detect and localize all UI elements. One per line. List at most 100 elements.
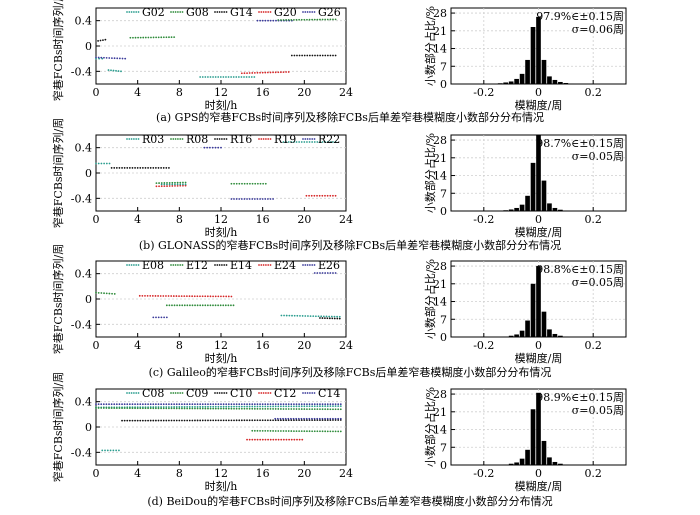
legend-item-c09: C09 xyxy=(170,387,208,400)
histogram-bar xyxy=(530,27,536,84)
data-point xyxy=(277,408,280,410)
data-point xyxy=(105,56,108,59)
x-tick-label: 24 xyxy=(339,467,353,480)
data-point xyxy=(100,292,103,294)
data-point xyxy=(334,272,337,274)
legend-marker xyxy=(214,138,216,140)
data-point xyxy=(316,18,319,21)
data-point xyxy=(333,315,336,318)
y-tick-label: 0 xyxy=(440,78,447,91)
data-point xyxy=(160,183,163,186)
data-point xyxy=(155,36,158,39)
histogram-bar xyxy=(530,162,536,211)
x-axis-label: 时刻/h xyxy=(205,98,238,112)
data-point xyxy=(313,419,316,422)
data-point xyxy=(269,198,272,200)
data-point xyxy=(290,417,292,420)
series-e26 xyxy=(313,272,337,274)
data-point xyxy=(319,408,321,411)
data-point xyxy=(246,405,248,408)
histogram-bar xyxy=(552,79,558,84)
data-point xyxy=(173,419,176,422)
data-point xyxy=(126,167,129,169)
data-point xyxy=(303,430,306,433)
data-point xyxy=(149,419,152,422)
histogram-bar xyxy=(563,336,569,337)
histogram-bar xyxy=(503,82,509,84)
data-point xyxy=(212,407,215,410)
data-point xyxy=(266,405,269,408)
data-point xyxy=(339,417,342,420)
data-point xyxy=(267,19,269,22)
data-point xyxy=(272,408,274,410)
legend-label: R03 xyxy=(142,133,164,146)
legend-marker xyxy=(218,392,221,394)
legend-marker xyxy=(174,392,177,394)
data-point xyxy=(178,304,181,307)
data-point xyxy=(158,185,160,188)
data-point xyxy=(162,295,165,297)
data-point xyxy=(123,407,126,410)
data-point xyxy=(115,403,118,406)
data-point xyxy=(160,419,163,422)
data-point xyxy=(141,419,144,422)
data-point xyxy=(326,141,329,143)
data-point xyxy=(326,430,329,433)
data-point xyxy=(256,429,259,432)
data-point xyxy=(329,141,332,143)
stat-fraction: 98.9%∈±0.15周 xyxy=(536,391,624,404)
data-point xyxy=(321,317,324,319)
data-point xyxy=(272,438,275,441)
data-point xyxy=(214,295,217,298)
data-point xyxy=(248,438,251,441)
data-point xyxy=(199,419,202,422)
legend-label: C09 xyxy=(186,387,208,400)
data-point xyxy=(311,18,314,21)
data-point xyxy=(259,19,262,22)
data-point xyxy=(326,417,329,420)
data-point xyxy=(95,403,97,406)
data-point xyxy=(227,419,230,422)
data-point xyxy=(214,304,217,307)
data-point xyxy=(290,54,293,57)
data-point xyxy=(162,403,165,406)
data-point xyxy=(179,184,182,187)
data-point xyxy=(108,57,111,59)
histogram-bar xyxy=(508,209,514,211)
data-point xyxy=(230,304,232,307)
data-point xyxy=(282,403,285,406)
legend-marker xyxy=(267,11,270,13)
data-point xyxy=(225,419,228,422)
data-point xyxy=(311,405,314,408)
data-point xyxy=(329,54,332,57)
data-point xyxy=(301,54,304,57)
y-tick-label: -0.4 xyxy=(71,446,92,459)
data-point xyxy=(115,449,118,452)
data-point xyxy=(290,141,293,143)
data-point xyxy=(204,304,207,307)
histogram-bar xyxy=(525,59,530,84)
data-point xyxy=(121,407,123,410)
legend-marker xyxy=(262,11,265,13)
data-point xyxy=(322,315,325,318)
data-point xyxy=(332,194,334,197)
data-point xyxy=(165,304,168,307)
legend-marker xyxy=(179,264,182,266)
legend-label: G20 xyxy=(274,6,297,19)
data-point xyxy=(136,419,139,422)
data-point xyxy=(253,429,256,432)
legend-marker xyxy=(269,138,272,140)
data-point xyxy=(317,315,320,318)
x-tick-label: 0 xyxy=(93,86,100,99)
data-point xyxy=(178,403,181,406)
data-point xyxy=(319,419,321,421)
data-point xyxy=(251,72,254,74)
legend-marker xyxy=(267,392,270,394)
data-point xyxy=(295,141,298,143)
data-point xyxy=(209,403,212,406)
legend-marker xyxy=(221,11,223,13)
data-point xyxy=(334,405,337,408)
y-axis-label: 小数部分占比/% xyxy=(423,259,437,339)
data-point xyxy=(240,403,243,406)
data-point xyxy=(339,419,342,421)
